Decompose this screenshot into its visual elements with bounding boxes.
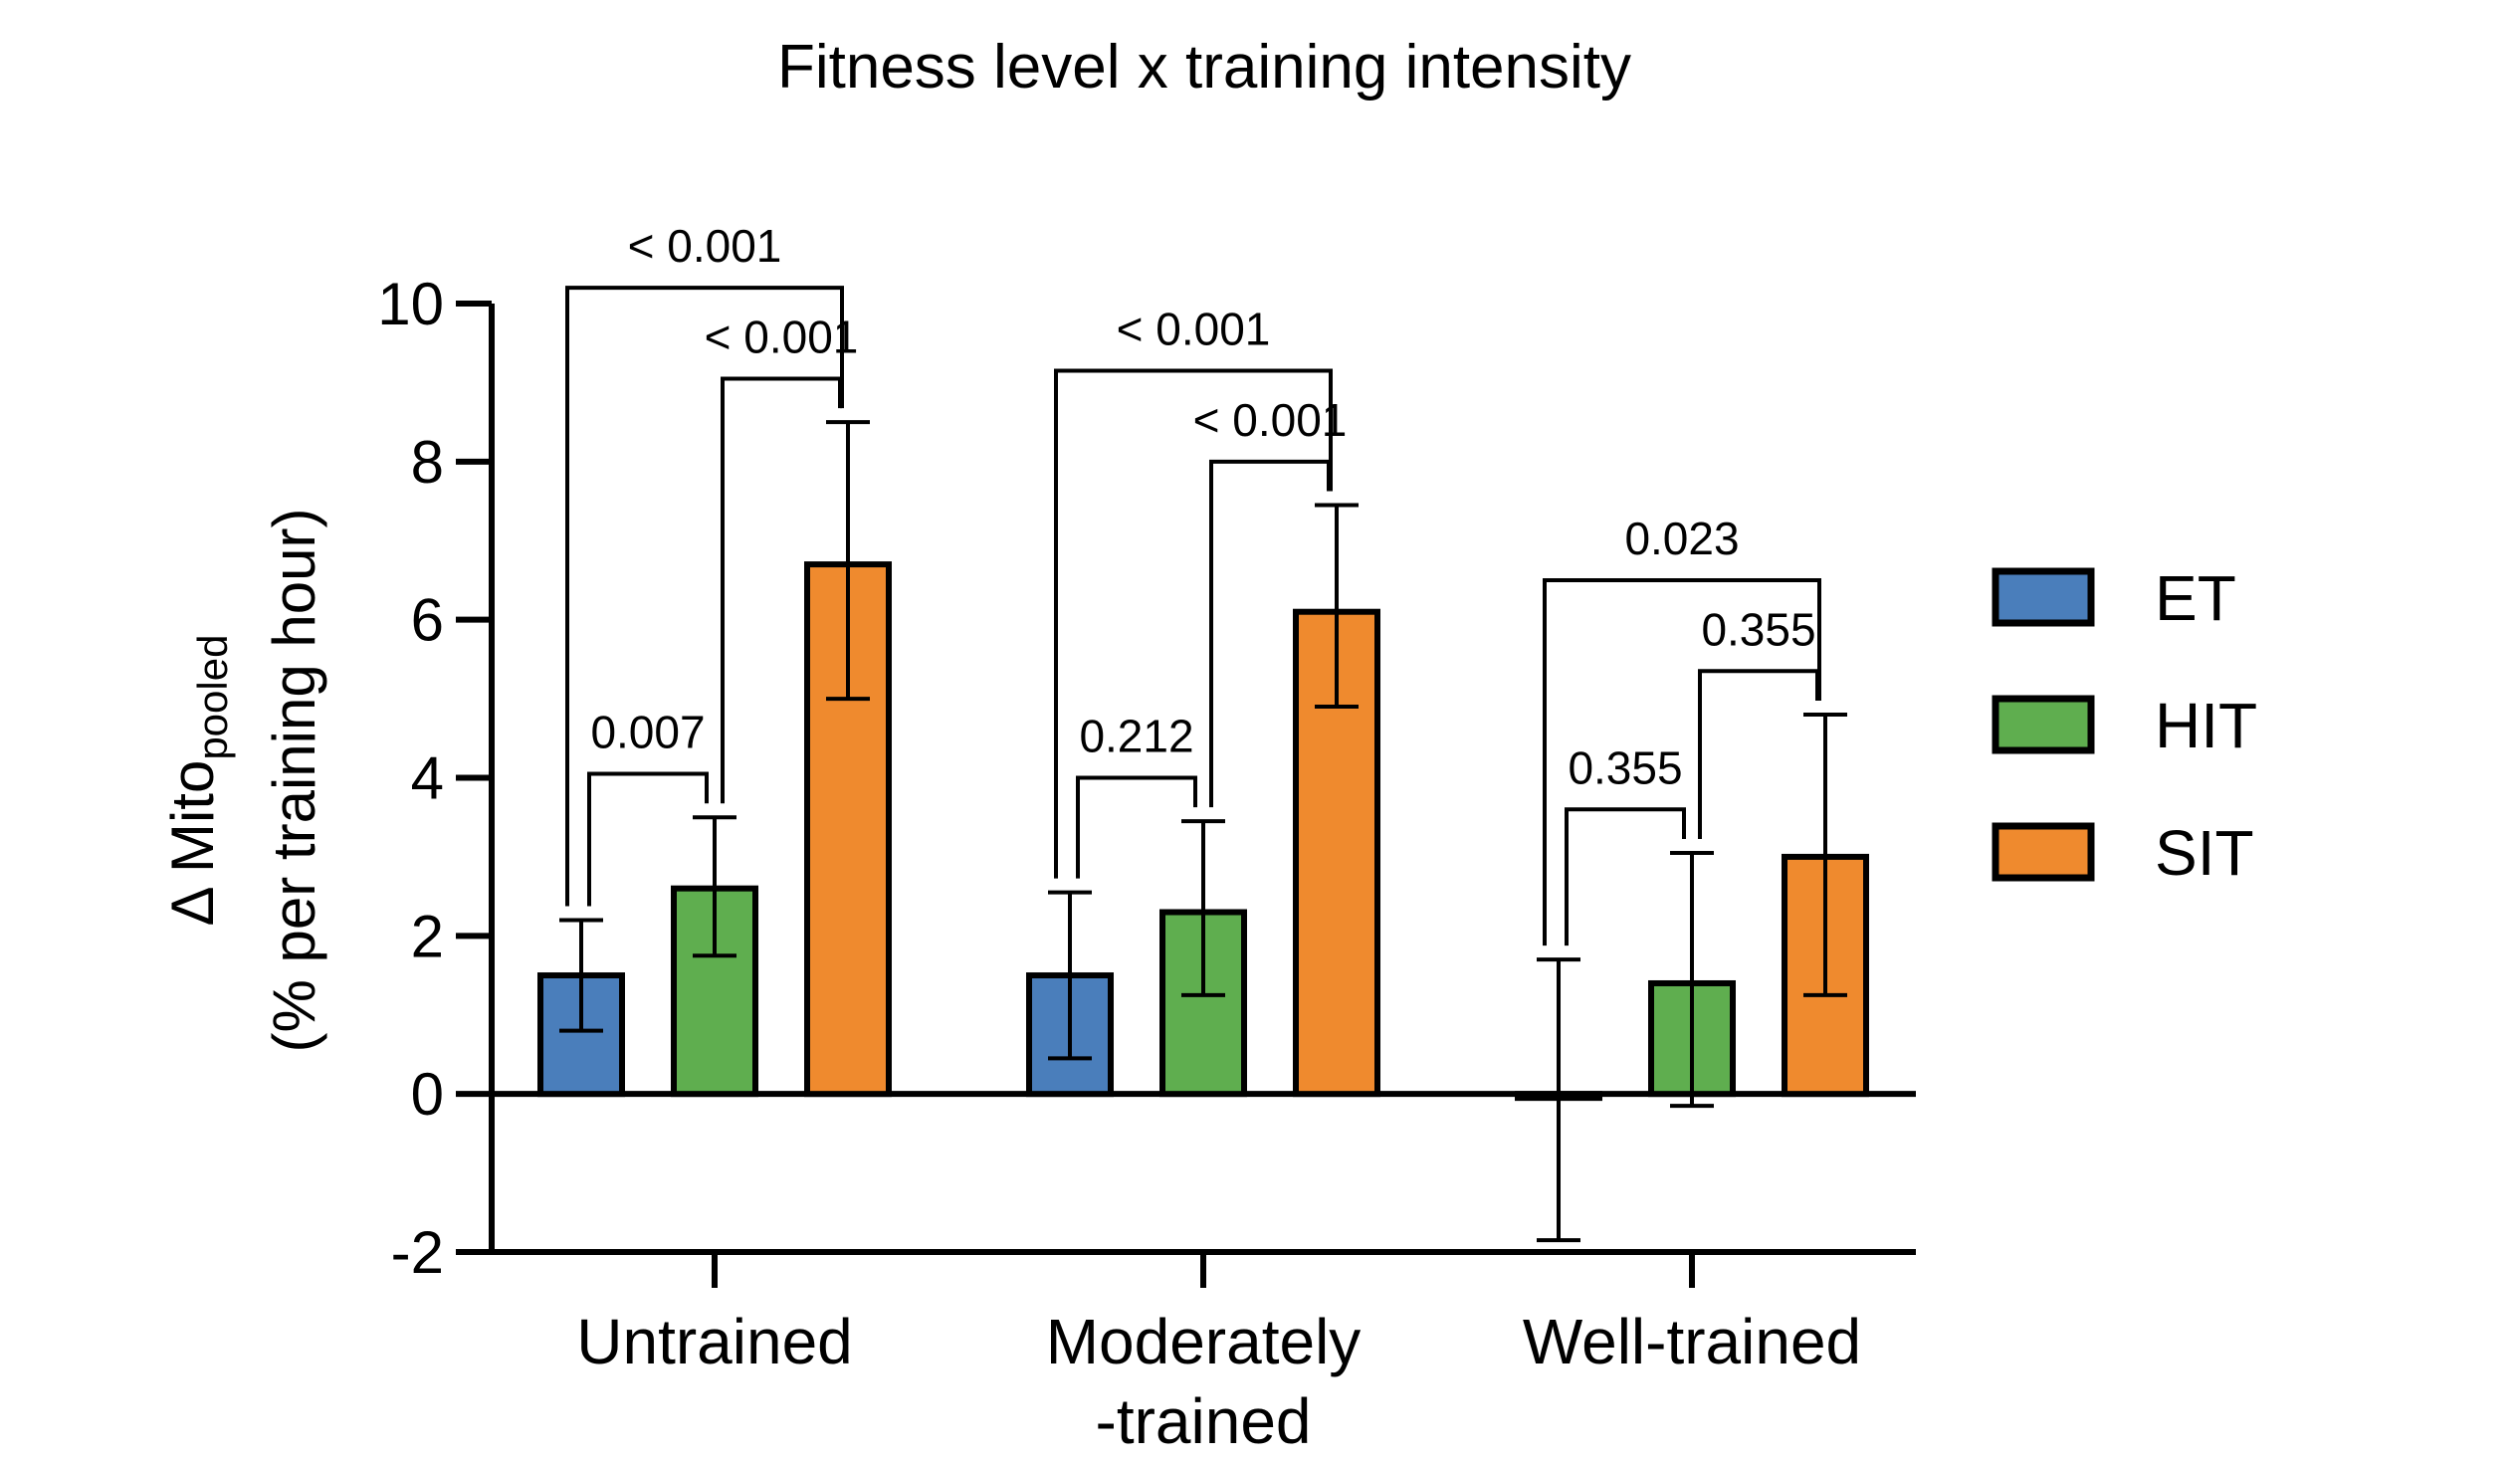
p-value-label: 0.007: [590, 707, 705, 758]
significance-bracket: [1565, 807, 1686, 946]
y-tick-label: 8: [411, 429, 444, 496]
y-axis-label-sub: pooled: [189, 635, 236, 760]
y-tick-label: -2: [391, 1219, 444, 1286]
legend-swatch-ET: [1992, 567, 2095, 627]
significance-bracket: [565, 286, 844, 907]
legend-label-SIT: SIT: [2155, 817, 2254, 889]
plot-area: -2 0 2 4 6 8 10 Untrained Moderately -trained Well…: [377, 220, 1916, 1457]
x-tick-label: Untrained: [576, 1306, 853, 1377]
significance-bracket: [1698, 669, 1819, 839]
significance-bracket: [1543, 577, 1821, 946]
p-value-label: < 0.001: [1117, 304, 1271, 355]
y-tick-label: 0: [411, 1061, 444, 1128]
legend-swatch-SIT: [1992, 822, 2095, 882]
significance-bracket: [1076, 775, 1197, 879]
p-value-label: 0.212: [1079, 711, 1193, 762]
significance-bracket: [1054, 368, 1333, 879]
y-axis-label-main: Δ Mito: [159, 760, 226, 927]
bar-ET: [537, 972, 625, 1098]
legend-label-ET: ET: [2155, 562, 2236, 634]
y-tick-label: 4: [411, 745, 444, 812]
legend-swatch-HIT: [1992, 695, 2095, 754]
y-tick-label: 6: [411, 587, 444, 654]
legend: ET HIT SIT: [1992, 562, 2257, 889]
p-value-label: 0.355: [1701, 603, 1815, 655]
significance-bracket: [587, 771, 709, 907]
x-tick-label: Well-trained: [1523, 1306, 1861, 1377]
p-value-label: 0.023: [1624, 513, 1739, 564]
p-value-label: < 0.001: [705, 311, 859, 362]
chart-title: Fitness level x training intensity: [777, 33, 1631, 102]
y-tick-label: 2: [411, 903, 444, 969]
x-tick-label: Moderately -trained: [1046, 1306, 1362, 1457]
svg-text:Δ Mitopooled: Δ Mitopooled: [159, 635, 236, 927]
p-value-label: < 0.001: [628, 220, 782, 272]
y-tick-label: 10: [377, 271, 444, 337]
y-axis-label-line2: (% per training hour): [261, 509, 327, 1053]
p-value-label: 0.355: [1568, 741, 1682, 793]
p-value-label: < 0.001: [1193, 394, 1348, 446]
y-axis-label: Δ Mitopooled (% per training hour): [159, 509, 327, 1053]
legend-label-HIT: HIT: [2155, 690, 2257, 761]
